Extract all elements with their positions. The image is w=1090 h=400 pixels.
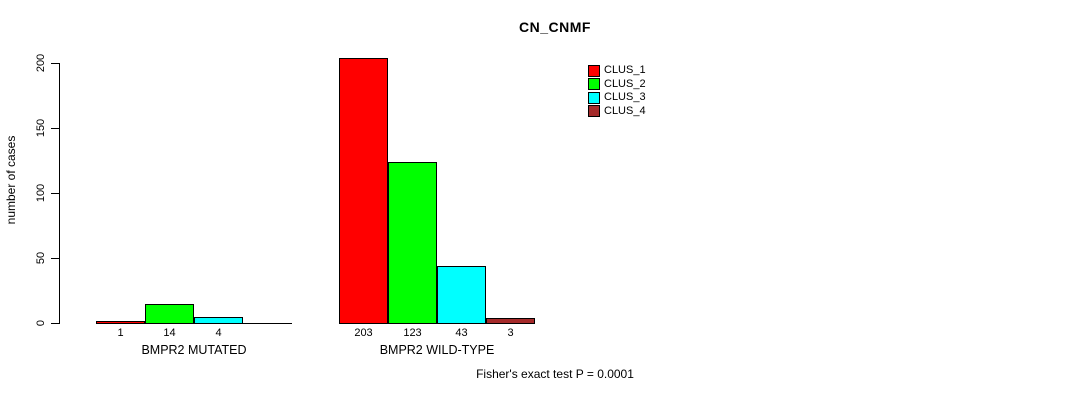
- bar-value-label: 203: [354, 327, 373, 339]
- y-axis-tick: [51, 128, 59, 129]
- legend-item-clus_3: CLUS_3: [588, 91, 646, 105]
- bar-clus_2-group1: [145, 303, 194, 324]
- legend-label: CLUS_3: [604, 91, 646, 104]
- legend-item-clus_1: CLUS_1: [588, 64, 646, 78]
- legend-item-clus_2: CLUS_2: [588, 78, 646, 92]
- y-axis-tick-label: 50: [35, 251, 47, 265]
- bar-value-label: 43: [455, 327, 468, 339]
- bar-value-label: 123: [403, 327, 422, 339]
- bar-value-label: 1: [117, 327, 124, 339]
- bar-clus_1-group2: [339, 58, 388, 324]
- y-axis-tick: [51, 193, 59, 194]
- bar-clus_3-group1: [194, 316, 243, 324]
- legend: CLUS_1 CLUS_2 CLUS_3 CLUS_4: [588, 64, 646, 118]
- bar-clus_1-group1: [96, 320, 145, 324]
- y-axis-tick-label: 200: [35, 53, 47, 73]
- y-axis-tick-label: 100: [35, 183, 47, 203]
- legend-item-clus_4: CLUS_4: [588, 105, 646, 119]
- legend-swatch-icon: [588, 64, 600, 77]
- y-axis-tick: [51, 258, 59, 259]
- category-label: BMPR2 MUTATED: [141, 343, 247, 357]
- legend-label: CLUS_1: [604, 64, 646, 77]
- legend-label: CLUS_2: [604, 77, 646, 90]
- legend-swatch-icon: [588, 78, 600, 91]
- bar-value-label: 3: [507, 327, 514, 339]
- bar-clus_4-group2: [486, 318, 535, 324]
- category-label: BMPR2 WILD-TYPE: [379, 343, 495, 357]
- bar-value-label: 14: [163, 327, 176, 339]
- legend-swatch-icon: [588, 105, 600, 118]
- y-axis-tick-label: 150: [35, 118, 47, 138]
- y-axis-line: [59, 63, 60, 324]
- y-axis-tick: [51, 63, 59, 64]
- bar-clus_3-group2: [437, 266, 486, 324]
- legend-swatch-icon: [588, 91, 600, 104]
- fisher-test-annotation: Fisher's exact test P = 0.0001: [476, 367, 634, 381]
- bar-value-label: 4: [215, 327, 222, 339]
- y-axis-tick-label: 0: [35, 319, 47, 327]
- chart-title: CN_CNMF: [519, 19, 591, 35]
- y-axis-tick: [51, 323, 59, 324]
- bar-clus_2-group2: [388, 162, 437, 324]
- legend-label: CLUS_4: [604, 104, 646, 117]
